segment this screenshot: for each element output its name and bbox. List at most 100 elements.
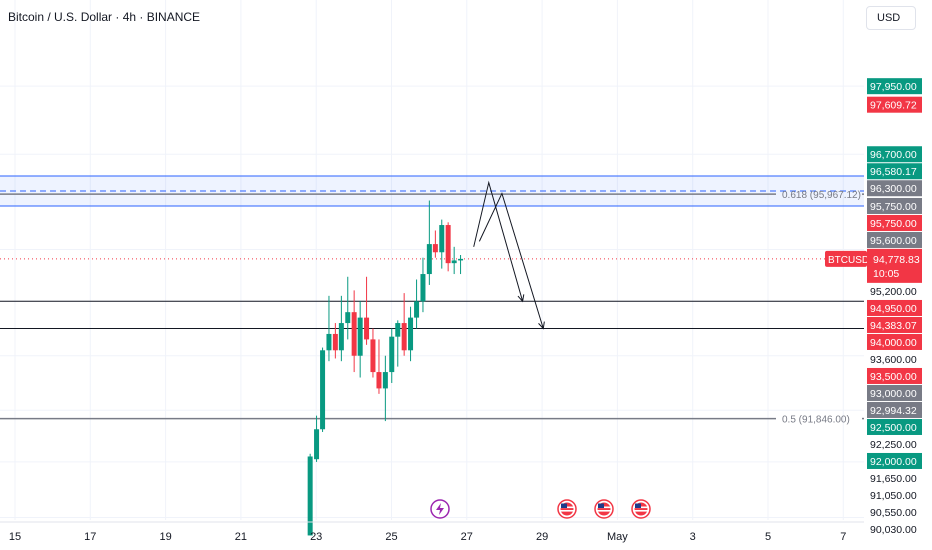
price-axis-label[interactable]: 91,650.00 [870, 473, 917, 485]
price-axis-label[interactable]: 95,600.00 [870, 235, 917, 247]
level-layer: 0.618 (95,967.12) 0.5 (91,846.00) [0, 175, 864, 426]
candle-body[interactable] [451, 260, 457, 264]
symbol-badge[interactable]: BTCUSD [828, 255, 869, 266]
price-axis-label[interactable]: 97,950.00 [870, 81, 917, 93]
symbol-badge-bg [825, 250, 867, 267]
projection-path[interactable] [478, 192, 544, 329]
price-axis-label[interactable]: 97,609.72 [870, 100, 917, 112]
candle-body[interactable] [364, 317, 370, 340]
candle-body[interactable] [357, 317, 363, 356]
candle-body[interactable] [426, 244, 432, 275]
us-flag-event-icon[interactable] [594, 499, 614, 519]
candle-body[interactable] [408, 317, 414, 351]
price-axis-label[interactable]: 90,550.00 [870, 507, 917, 519]
flag-canton [635, 503, 641, 508]
price-axis-label-bg [867, 333, 922, 350]
price-axis[interactable]: 97,950.00 97,609.72 96,700.00 96,580.17 96,3… [825, 78, 922, 537]
price-axis-label[interactable]: 94,383.07 [870, 320, 917, 332]
projection-arrowhead [517, 294, 525, 303]
candle-layer[interactable] [307, 200, 464, 536]
price-axis-label[interactable]: 94,950.00 [870, 303, 917, 315]
price-axis-label[interactable]: 95,750.00 [870, 218, 917, 230]
price-axis-label[interactable]: 96,580.17 [870, 166, 917, 178]
price-axis-label-bg [867, 316, 922, 333]
candle-body[interactable] [414, 301, 420, 318]
time-axis-tick[interactable]: 27 [461, 531, 473, 543]
price-axis-label[interactable]: 93,600.00 [870, 354, 917, 366]
time-axis-tick[interactable]: 17 [84, 531, 96, 543]
time-axis-tick[interactable]: 7 [840, 531, 846, 543]
flag-stripe [560, 510, 574, 512]
flag-stripe [634, 510, 648, 512]
candle-body[interactable] [332, 333, 338, 351]
time-axis-tick[interactable]: 19 [159, 531, 171, 543]
candle-body[interactable] [389, 336, 395, 373]
price-axis-label[interactable]: 92,500.00 [870, 422, 917, 434]
flag-canton [561, 503, 567, 508]
price-axis-label[interactable]: 93,000.00 [870, 388, 917, 400]
grid-layer [0, 0, 864, 520]
price-axis-label[interactable]: 96,700.00 [870, 149, 917, 161]
price-axis-label-bg [867, 469, 922, 486]
price-axis-label[interactable]: 94,000.00 [870, 337, 917, 349]
price-axis-label-bg [867, 435, 922, 452]
candle-body[interactable] [345, 312, 351, 324]
candle-body[interactable] [326, 333, 332, 351]
candle-body[interactable] [395, 323, 401, 337]
candle-body[interactable] [376, 372, 382, 389]
currency-selector[interactable]: USD [866, 6, 916, 30]
candle-body[interactable] [382, 372, 388, 389]
projection-path[interactable] [473, 180, 524, 302]
candle-body[interactable] [445, 225, 451, 264]
bar-countdown: 10:05 [873, 268, 899, 280]
price-axis-label[interactable]: 96,300.00 [870, 183, 917, 195]
candle-body[interactable] [401, 323, 407, 351]
price-axis-label-bg [867, 231, 922, 248]
fib-level-label: 0.5 (91,846.00) [782, 415, 850, 426]
time-axis-tick[interactable]: May [607, 531, 628, 543]
price-axis-label[interactable]: 92,250.00 [870, 439, 917, 451]
candle-body[interactable] [314, 429, 320, 460]
last-price-badge-bg [867, 248, 922, 283]
price-axis-label[interactable]: 95,200.00 [870, 286, 917, 298]
price-axis-label-bg [867, 163, 922, 180]
price-axis-label-bg [867, 299, 922, 316]
candle-body[interactable] [439, 225, 445, 253]
price-axis-label[interactable]: 92,994.32 [870, 405, 917, 417]
flag-canton [598, 503, 604, 508]
fib-level-label: 0.618 (95,967.12) [782, 190, 861, 201]
time-axis-tick[interactable]: 21 [235, 531, 247, 543]
last-price-label[interactable]: 94,778.83 [873, 254, 920, 266]
time-axis-tick[interactable]: 23 [310, 531, 322, 543]
candle-body[interactable] [420, 274, 426, 302]
price-axis-label-bg [867, 486, 922, 503]
price-axis-label[interactable]: 91,050.00 [870, 490, 917, 502]
price-axis-label-bg [867, 520, 922, 537]
us-flag-event-icon[interactable] [557, 499, 577, 519]
candle-body[interactable] [432, 244, 438, 253]
flag-stripe [597, 510, 611, 512]
price-axis-label-bg [867, 282, 922, 299]
candle-body[interactable] [307, 456, 313, 536]
candle-body[interactable] [458, 258, 464, 261]
price-axis-label[interactable]: 93,500.00 [870, 371, 917, 383]
candle-body[interactable] [370, 339, 376, 373]
time-axis-tick[interactable]: 5 [765, 531, 771, 543]
time-axis-tick[interactable]: 3 [690, 531, 696, 543]
event-markers[interactable] [430, 499, 651, 519]
candle-body[interactable] [351, 312, 357, 356]
time-axis-tick[interactable]: 15 [9, 531, 21, 543]
candle-body[interactable] [320, 350, 326, 430]
projection-arrows[interactable] [473, 180, 545, 330]
price-axis-label[interactable]: 90,030.00 [870, 524, 917, 536]
lightning-event-icon[interactable] [430, 499, 450, 519]
time-axis-tick[interactable]: 25 [385, 531, 397, 543]
candle-body[interactable] [338, 323, 344, 351]
price-axis-label-bg [867, 350, 922, 367]
price-axis-label[interactable]: 95,750.00 [870, 201, 917, 213]
us-flag-event-icon[interactable] [631, 499, 651, 519]
time-axis[interactable]: 15 17 19 21 23 25 27 29 May 3 5 7 [0, 521, 864, 543]
time-axis-tick[interactable]: 29 [536, 531, 548, 543]
price-axis-label[interactable]: 92,000.00 [870, 456, 917, 468]
